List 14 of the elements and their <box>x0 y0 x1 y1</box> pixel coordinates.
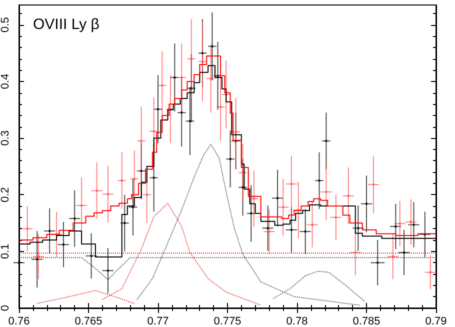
y-tick-label: 0 <box>0 304 12 312</box>
y-tick-label: 0.1 <box>0 244 12 260</box>
x-tick-label: 0.76 <box>8 316 30 327</box>
y-tick-label: 0.5 <box>0 17 12 32</box>
y-tick-label: 0.3 <box>0 130 12 146</box>
x-tick-label: 0.77 <box>147 316 169 327</box>
x-tick-label: 0.765 <box>74 316 102 327</box>
text: OVIII Ly β <box>33 16 100 33</box>
x-tick-label: 0.775 <box>214 316 242 327</box>
y-tick-label: 0.4 <box>0 74 12 90</box>
x-tick-label: 0.79 <box>425 316 447 327</box>
y-tick-label: 0.2 <box>0 187 12 202</box>
x-tick-label: 0.78 <box>286 316 308 327</box>
x-tick-label: 0.785 <box>352 316 380 327</box>
